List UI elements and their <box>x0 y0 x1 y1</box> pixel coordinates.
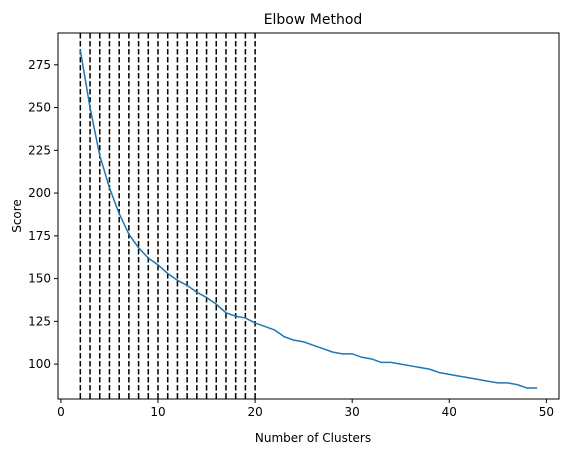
y-tick-label-250: 250 <box>28 101 51 115</box>
plot-frame <box>57 32 560 400</box>
x-axis-label: Number of Clusters <box>255 431 371 445</box>
y-tick-label-100: 100 <box>28 357 51 371</box>
chart-title: Elbow Method <box>264 12 363 28</box>
x-tick-label-50: 50 <box>539 405 554 419</box>
y-tick-label-275: 275 <box>28 58 51 72</box>
x-axis-ticks: 0 10 20 30 40 50 <box>57 399 554 419</box>
y-tick-label-125: 125 <box>28 314 51 328</box>
y-tick-label-225: 225 <box>28 143 51 157</box>
y-axis-label: Score <box>10 199 24 233</box>
y-tick-label-150: 150 <box>28 272 51 286</box>
x-tick-label-20: 20 <box>247 405 262 419</box>
vertical-lines-group <box>79 33 256 399</box>
y-tick-label-175: 175 <box>28 229 51 243</box>
x-tick-label-0: 0 <box>57 405 65 419</box>
series-group <box>79 49 538 389</box>
y-axis-ticks: 100 125 150 175 200 225 250 275 <box>28 58 58 371</box>
x-tick-label-40: 40 <box>442 405 457 419</box>
x-tick-label-10: 10 <box>150 405 165 419</box>
y-tick-label-200: 200 <box>28 186 51 200</box>
series-line-0 <box>79 49 538 389</box>
x-tick-label-30: 30 <box>345 405 360 419</box>
